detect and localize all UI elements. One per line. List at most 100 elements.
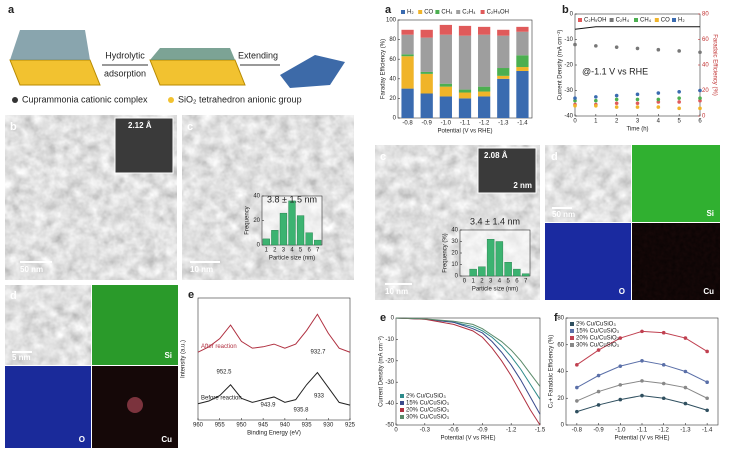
y2-axis-label: Faradaic Efficiency (%) — [711, 34, 717, 96]
marker — [640, 359, 644, 363]
scale-label: 10 nm — [385, 287, 408, 296]
legend-label: C₂H₄ — [616, 18, 630, 24]
legend-label: C₂H₅OH — [584, 18, 606, 24]
y-axis-label: C₂+ Faradaic Efficiency (%) — [549, 335, 555, 408]
bar-segment — [401, 88, 414, 118]
legend-label: 2% Cu/CuSiO₃ — [576, 322, 616, 328]
bar-segment — [497, 35, 510, 69]
marker — [618, 383, 623, 387]
legend-swatch — [570, 322, 574, 326]
marker — [698, 98, 702, 103]
y-tick-label: -10 — [564, 37, 573, 43]
marker — [677, 96, 681, 100]
y-tick-label: 20 — [557, 396, 564, 402]
bar-segment — [516, 26, 529, 32]
legend-label: Before reaction — [201, 395, 242, 401]
scale-label: 5 nm — [12, 353, 31, 362]
legend-label: C₂H₅OH — [487, 10, 509, 16]
legend-label: Cuprammonia cationic complex — [22, 94, 148, 104]
bar-segment — [439, 83, 452, 87]
x-tick-label: -1.3 — [680, 428, 691, 434]
marker — [618, 336, 623, 340]
legend-swatch — [456, 10, 461, 14]
plot-area — [197, 297, 351, 421]
series-line — [197, 313, 351, 353]
x-tick-label: -1.4 — [517, 121, 528, 127]
y-axis-label: Frequency (%) — [443, 233, 449, 272]
bar-segment — [478, 91, 491, 97]
legend-swatch — [400, 415, 404, 419]
x-tick-label: -1.1 — [637, 428, 648, 434]
x-tick-label: 2 — [615, 119, 619, 125]
x-tick-label: 925 — [345, 423, 356, 429]
marker — [661, 330, 666, 335]
marker — [573, 96, 577, 100]
marker — [594, 95, 598, 99]
marker — [618, 364, 623, 368]
element-label: Cu — [703, 287, 714, 296]
x-tick-label: -1.1 — [460, 121, 471, 127]
y-tick-label: -20 — [385, 358, 394, 364]
bar — [305, 232, 313, 246]
legend-swatch — [570, 343, 574, 347]
marker — [705, 396, 709, 401]
bar-segment — [497, 78, 510, 118]
si-map — [632, 145, 720, 222]
marker — [661, 363, 666, 367]
schematic: a Hydrolytic adsorption Extending Cupram… — [8, 4, 345, 104]
marker — [614, 97, 619, 102]
legend-swatch — [578, 18, 582, 22]
legend-label: 15% Cu/CuSiO₃ — [576, 329, 620, 335]
legend-swatch — [418, 10, 423, 14]
y-axis-label: Intensity (a.u.) — [181, 340, 187, 378]
y-tick-label: 80 — [557, 316, 564, 322]
x-axis-label: Time (h) — [626, 127, 648, 133]
y-tick-label: 20 — [253, 218, 260, 224]
x-tick-label: -0.8 — [572, 428, 583, 434]
bar-segment — [401, 56, 414, 89]
annotation: 952.5 — [216, 370, 232, 376]
bar — [469, 268, 477, 277]
bar — [314, 239, 322, 246]
x-tick-label: -1.4 — [702, 428, 713, 434]
y-tick-label: 40 — [389, 76, 396, 82]
annotation: 3.8 ± 1.5 nm — [267, 194, 317, 204]
marker — [683, 369, 688, 374]
marker — [575, 399, 579, 403]
legend-swatch — [609, 18, 614, 22]
cu-cluster — [127, 397, 143, 413]
y-tick-label: 0 — [570, 12, 574, 18]
x-tick-label: -1.2 — [479, 121, 490, 127]
series-line — [395, 317, 541, 426]
marker — [573, 42, 577, 47]
annotation: 3.4 ± 1.4 nm — [470, 216, 520, 226]
o-map — [545, 223, 631, 300]
marker — [705, 380, 709, 385]
bar-segment — [420, 73, 433, 94]
y-tick-label: 0 — [455, 274, 459, 280]
bar — [486, 238, 495, 277]
marker — [640, 393, 644, 398]
marker — [614, 101, 619, 106]
marker — [640, 329, 644, 334]
bar-segment — [439, 96, 452, 118]
legend-label: CO — [661, 18, 670, 24]
annotation: @-1.1 V vs RHE — [582, 66, 648, 76]
x-tick-label: 960 — [193, 423, 204, 429]
y-tick-label: 0 — [561, 423, 565, 429]
y-tick-label: 100 — [386, 18, 397, 24]
legend-label: H₂ — [678, 18, 685, 24]
marker — [635, 105, 640, 109]
bar-segment — [458, 35, 472, 90]
x-tick-label: -0.9 — [422, 121, 433, 127]
bar-segment — [458, 89, 472, 93]
bar-segment — [439, 24, 452, 35]
y-tick-label: -20 — [564, 63, 573, 69]
marker — [573, 104, 577, 108]
step-label: Hydrolytic — [105, 50, 145, 60]
step-label: Extending — [238, 50, 278, 60]
legend-label: H₂ — [407, 10, 414, 16]
legend-label: 15% Cu/CuSiO₃ — [406, 401, 450, 407]
bar — [279, 212, 288, 246]
x-tick-label: 0 — [394, 428, 398, 434]
